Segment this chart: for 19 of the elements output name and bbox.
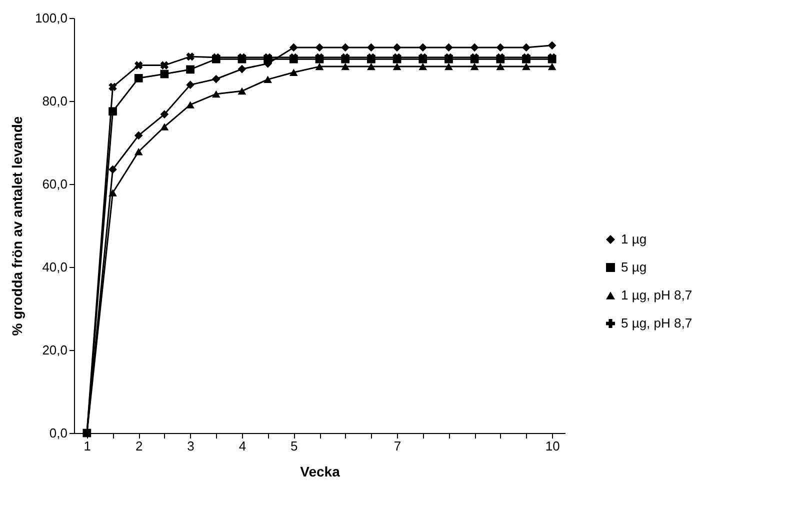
x-tick-label: 10 bbox=[545, 438, 560, 454]
y-tick-label: 80,0 bbox=[42, 94, 68, 108]
y-tick-label: 20,0 bbox=[42, 342, 68, 358]
legend-label: 5 µg, pH 8,7 bbox=[621, 316, 692, 330]
y-axis-title: % grodda frön av antalet levande bbox=[8, 116, 25, 336]
x-tick-label: 1 bbox=[84, 438, 92, 454]
x-tick-label: 4 bbox=[238, 438, 246, 454]
x-tick-label: 7 bbox=[394, 438, 402, 454]
legend-label: 1 µg, pH 8,7 bbox=[621, 288, 692, 302]
y-tick-label: 100,0 bbox=[34, 10, 68, 26]
x-tick-label: 5 bbox=[290, 438, 298, 454]
y-tick-label: 60,0 bbox=[42, 176, 68, 192]
legend-label: 5 µg bbox=[621, 260, 647, 274]
x-tick-label: 2 bbox=[135, 438, 143, 454]
x-axis-title: Vecka bbox=[300, 464, 340, 480]
x-tick-label: 3 bbox=[187, 438, 194, 454]
legend-label: 1 µg bbox=[621, 232, 647, 246]
y-tick-label: 40,0 bbox=[42, 260, 68, 274]
y-tick-label: 0,0 bbox=[49, 426, 68, 440]
